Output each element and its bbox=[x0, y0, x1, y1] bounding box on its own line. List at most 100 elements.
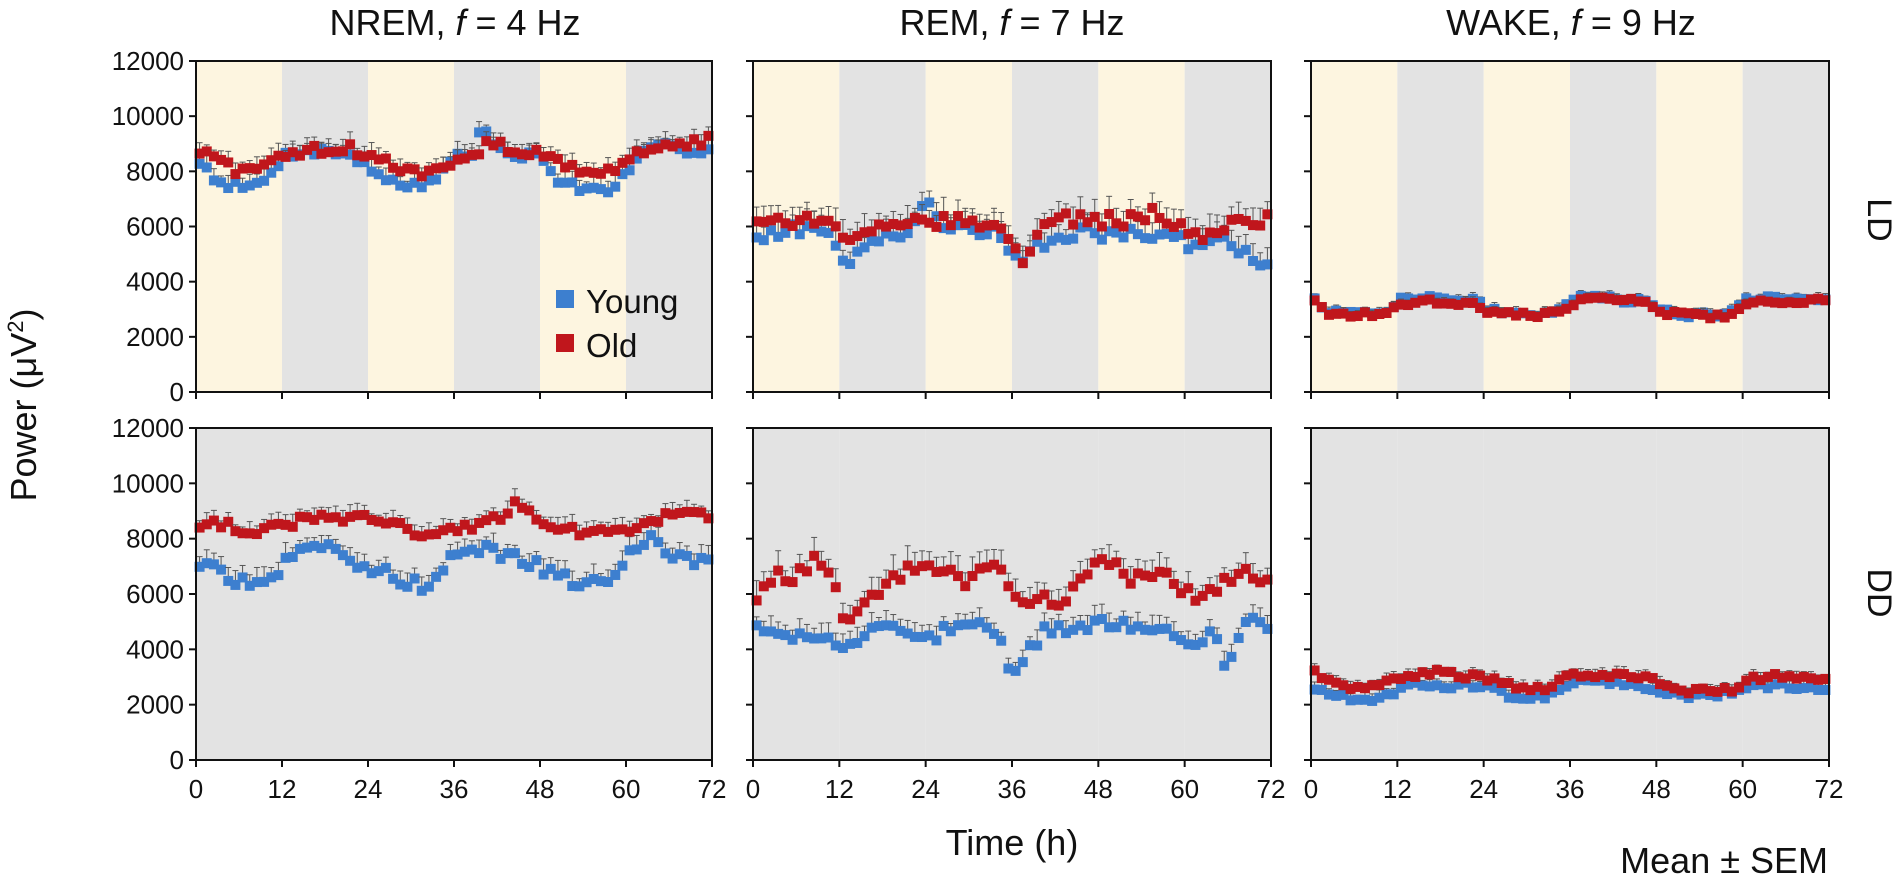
data-point-old bbox=[696, 140, 707, 151]
data-point-young bbox=[1068, 233, 1079, 244]
data-point-young bbox=[266, 167, 277, 178]
series-old bbox=[194, 126, 714, 182]
data-point-old bbox=[402, 163, 413, 174]
data-point-young bbox=[845, 258, 856, 269]
data-point-old bbox=[624, 526, 635, 537]
data-point-old bbox=[380, 153, 391, 164]
data-point-old bbox=[1597, 669, 1608, 680]
data-point-old bbox=[1046, 599, 1057, 610]
x-tick-label: 60 bbox=[1728, 774, 1757, 804]
data-point-young bbox=[603, 187, 614, 198]
legend: Young Old bbox=[556, 283, 678, 364]
x-tick-label: 48 bbox=[526, 774, 555, 804]
data-point-young bbox=[1060, 234, 1071, 245]
data-point-old bbox=[1748, 297, 1759, 308]
data-point-young bbox=[1140, 233, 1151, 244]
data-point-young bbox=[1381, 689, 1392, 700]
data-point-old bbox=[560, 162, 571, 173]
data-point-young bbox=[1204, 626, 1215, 637]
data-point-young bbox=[459, 546, 470, 557]
data-point-old bbox=[280, 519, 291, 530]
data-point-old bbox=[703, 130, 714, 141]
dark-phase-band bbox=[753, 428, 840, 760]
data-point-old bbox=[1503, 678, 1514, 689]
data-point-old bbox=[380, 518, 391, 529]
data-point-old bbox=[266, 519, 277, 530]
data-point-old bbox=[416, 171, 427, 182]
data-point-old bbox=[287, 147, 298, 158]
data-point-young bbox=[309, 149, 320, 160]
data-point-old bbox=[1233, 213, 1244, 224]
data-point-old bbox=[481, 515, 492, 526]
data-point-young bbox=[1690, 689, 1701, 700]
data-point-old bbox=[273, 518, 284, 529]
panel-1-ld bbox=[751, 60, 1273, 393]
data-point-old bbox=[1395, 299, 1406, 310]
data-point-young bbox=[674, 144, 685, 155]
data-point-old bbox=[1654, 306, 1665, 317]
data-point-old bbox=[960, 581, 971, 592]
data-point-young bbox=[881, 228, 892, 239]
data-point-young bbox=[1338, 689, 1349, 700]
data-point-young bbox=[1410, 677, 1421, 688]
data-point-old bbox=[823, 215, 834, 226]
data-point-old bbox=[773, 565, 784, 576]
data-point-old bbox=[1748, 671, 1759, 682]
data-point-young bbox=[1010, 665, 1021, 676]
data-point-young bbox=[1431, 680, 1442, 691]
data-point-old bbox=[309, 514, 320, 525]
data-point-young bbox=[902, 228, 913, 239]
data-point-old bbox=[1741, 299, 1752, 310]
data-point-old bbox=[1331, 308, 1342, 319]
data-point-old bbox=[953, 571, 964, 582]
data-point-old bbox=[1183, 583, 1194, 594]
data-point-young bbox=[1770, 291, 1781, 302]
data-point-young bbox=[1820, 685, 1831, 696]
ticks-layer: 0200040006000800010000120000200040006000… bbox=[112, 46, 1844, 804]
data-point-old bbox=[1690, 308, 1701, 319]
data-point-young bbox=[581, 183, 592, 194]
y-tick-label: 10000 bbox=[112, 468, 184, 498]
data-point-old bbox=[459, 519, 470, 530]
data-point-old bbox=[1806, 673, 1817, 684]
data-point-young bbox=[1168, 231, 1179, 242]
data-point-young bbox=[1075, 222, 1086, 233]
data-point-old bbox=[1068, 219, 1079, 230]
data-point-old bbox=[794, 215, 805, 226]
data-point-young bbox=[852, 637, 863, 648]
data-point-old bbox=[259, 159, 270, 170]
dark-phase-band bbox=[454, 61, 540, 392]
data-point-young bbox=[1003, 245, 1014, 256]
data-point-young bbox=[1046, 628, 1057, 639]
data-point-young bbox=[266, 572, 277, 583]
data-point-old bbox=[1053, 600, 1064, 611]
data-point-young bbox=[1233, 632, 1244, 643]
data-point-old bbox=[917, 561, 928, 572]
data-point-old bbox=[1082, 217, 1093, 228]
data-point-old bbox=[1367, 311, 1378, 322]
data-point-young bbox=[409, 573, 420, 584]
data-point-young bbox=[852, 246, 863, 257]
data-point-old bbox=[1039, 219, 1050, 230]
data-point-old bbox=[1446, 298, 1457, 309]
light-phase-band bbox=[1483, 61, 1570, 392]
data-point-young bbox=[794, 628, 805, 639]
data-point-old bbox=[1590, 672, 1601, 683]
data-point-old bbox=[1683, 688, 1694, 699]
data-point-old bbox=[302, 144, 313, 155]
data-point-old bbox=[1226, 576, 1237, 587]
data-point-young bbox=[1176, 230, 1187, 241]
data-point-old bbox=[902, 560, 913, 571]
data-point-old bbox=[1726, 308, 1737, 319]
data-point-young bbox=[366, 568, 377, 579]
data-point-old bbox=[1082, 569, 1093, 580]
data-point-young bbox=[1053, 620, 1064, 631]
data-point-old bbox=[1626, 293, 1637, 304]
data-point-old bbox=[517, 502, 528, 513]
dark-phase-band bbox=[1742, 61, 1829, 392]
data-point-old bbox=[1611, 668, 1622, 679]
data-point-old bbox=[366, 150, 377, 161]
data-point-old bbox=[1367, 680, 1378, 691]
data-point-old bbox=[1806, 294, 1817, 305]
data-point-young bbox=[416, 182, 427, 193]
